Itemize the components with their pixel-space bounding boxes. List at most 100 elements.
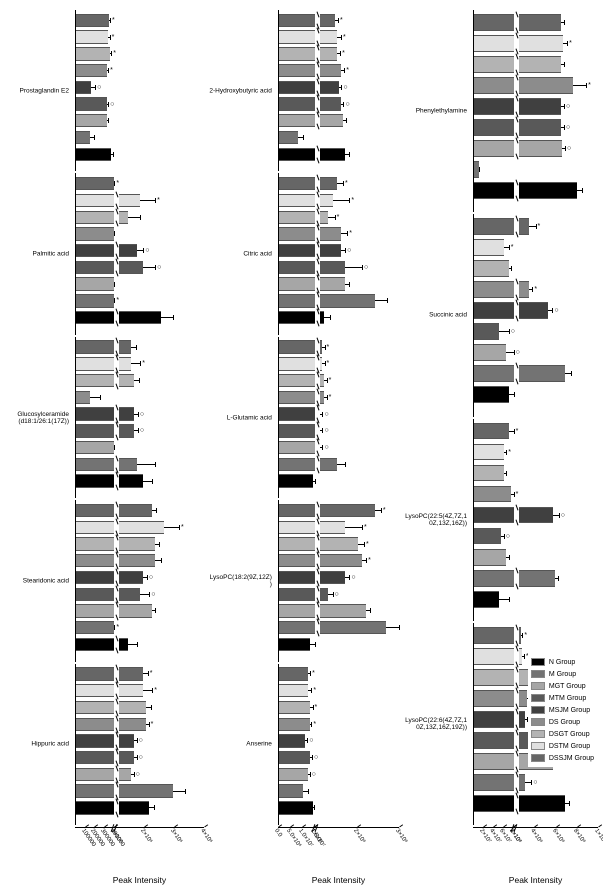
error-bar xyxy=(341,104,344,105)
bar-segment xyxy=(474,795,514,812)
axis-break-icon xyxy=(316,356,319,373)
significance-marker: ○ xyxy=(533,779,537,786)
bar-segment xyxy=(474,14,514,31)
bar-row: * xyxy=(279,389,399,406)
bar-row xyxy=(279,619,399,636)
bar-row xyxy=(279,636,399,653)
bar-segment xyxy=(76,244,114,257)
error-bar xyxy=(565,373,571,374)
bar-segment xyxy=(76,374,114,387)
error-bar xyxy=(324,397,327,398)
bar-row: * xyxy=(279,12,399,29)
significance-marker: * xyxy=(313,687,316,694)
axis-break-icon xyxy=(316,276,319,293)
bar-segment xyxy=(320,554,362,567)
bar-segment xyxy=(519,119,561,136)
bar-row: * xyxy=(474,75,598,96)
bar-segment xyxy=(279,588,315,601)
axis-break-icon xyxy=(316,309,319,326)
error-bar xyxy=(303,791,308,792)
chart-panel: Succinic acid***○○○ xyxy=(473,214,598,416)
bar-segment xyxy=(519,690,527,707)
significance-marker: * xyxy=(337,214,340,221)
error-bar xyxy=(90,397,100,398)
significance-marker: ○ xyxy=(345,101,349,108)
axis-break-icon xyxy=(316,619,319,636)
bar-segment xyxy=(474,627,514,644)
bar-segment xyxy=(76,424,114,437)
bar-segment xyxy=(119,571,143,584)
bar-row: * xyxy=(279,536,399,553)
error-bar xyxy=(328,217,334,218)
bar-row: ○ xyxy=(76,259,204,276)
significance-marker: ○ xyxy=(506,533,510,540)
bar-segment xyxy=(76,604,114,617)
axis-break-icon xyxy=(515,667,518,688)
bar-row xyxy=(76,636,204,653)
bar-segment xyxy=(76,114,107,127)
bar-row: ○ xyxy=(474,300,598,321)
significance-marker: ○ xyxy=(309,737,313,744)
bar-segment xyxy=(119,407,134,420)
bar-row: ○ xyxy=(474,138,598,159)
error-bar xyxy=(343,120,346,121)
axis-break-icon xyxy=(316,603,319,620)
bar-segment xyxy=(279,621,315,634)
bar-segment xyxy=(119,801,149,814)
panel-label: Succinic acid xyxy=(404,312,470,319)
bar-row: * xyxy=(279,175,399,192)
significance-marker: ○ xyxy=(511,328,515,335)
error-bar xyxy=(146,707,150,708)
bar-segment xyxy=(320,261,345,274)
bar-segment xyxy=(320,458,337,471)
axis-break-icon xyxy=(515,96,518,117)
bar-row: ○ xyxy=(279,96,399,113)
axis-break-icon xyxy=(316,502,319,519)
legend-label: DSTM Group xyxy=(549,743,590,750)
bar-row: ○ xyxy=(474,96,598,117)
bar-segment xyxy=(76,177,114,190)
bar-segment xyxy=(76,277,114,290)
bar-segment xyxy=(76,521,114,534)
error-bar xyxy=(143,690,152,691)
axis-break-icon xyxy=(515,12,518,33)
axis-break-icon xyxy=(115,356,118,373)
legend-item: M Group xyxy=(531,668,594,680)
error-bar xyxy=(525,719,527,720)
panel-label: Hippuric acid xyxy=(6,741,72,748)
bar-segment xyxy=(76,734,114,747)
bar-row: ○ xyxy=(279,749,399,766)
bar-row xyxy=(76,389,204,406)
bar-row xyxy=(279,603,399,620)
significance-marker: * xyxy=(349,230,352,237)
bar-segment xyxy=(320,521,345,534)
bar-segment xyxy=(519,302,549,319)
significance-marker: ○ xyxy=(157,264,161,271)
axis-break-icon xyxy=(316,62,319,79)
bar-row: * xyxy=(474,625,598,646)
bar-row xyxy=(76,603,204,620)
bar-row: ○ xyxy=(474,526,598,547)
bar-row xyxy=(474,589,598,610)
significance-marker: * xyxy=(327,360,330,367)
bar-row: ○ xyxy=(76,733,204,750)
error-bar xyxy=(509,268,511,269)
error-bar xyxy=(90,137,94,138)
bar-row: * xyxy=(474,279,598,300)
error-bar xyxy=(310,707,312,708)
bar-row xyxy=(474,159,598,180)
significance-marker: ○ xyxy=(110,101,114,108)
bar-segment xyxy=(279,424,315,437)
bar-segment xyxy=(320,211,328,224)
bar-row: * xyxy=(279,226,399,243)
bar-segment xyxy=(320,621,387,634)
bar-row: * xyxy=(279,682,399,699)
axis-break-icon xyxy=(515,33,518,54)
bar-segment xyxy=(76,407,114,420)
column-3-axis-ticks: 2×10⁷4×10⁷6×10⁷8×10⁷2×10⁸4×10⁸6×10⁸8×10⁸… xyxy=(473,828,598,866)
error-bar xyxy=(511,494,513,495)
error-bar xyxy=(345,267,362,268)
axis-break-icon xyxy=(115,502,118,519)
error-bar xyxy=(313,807,315,808)
axis-break-icon xyxy=(316,192,319,209)
